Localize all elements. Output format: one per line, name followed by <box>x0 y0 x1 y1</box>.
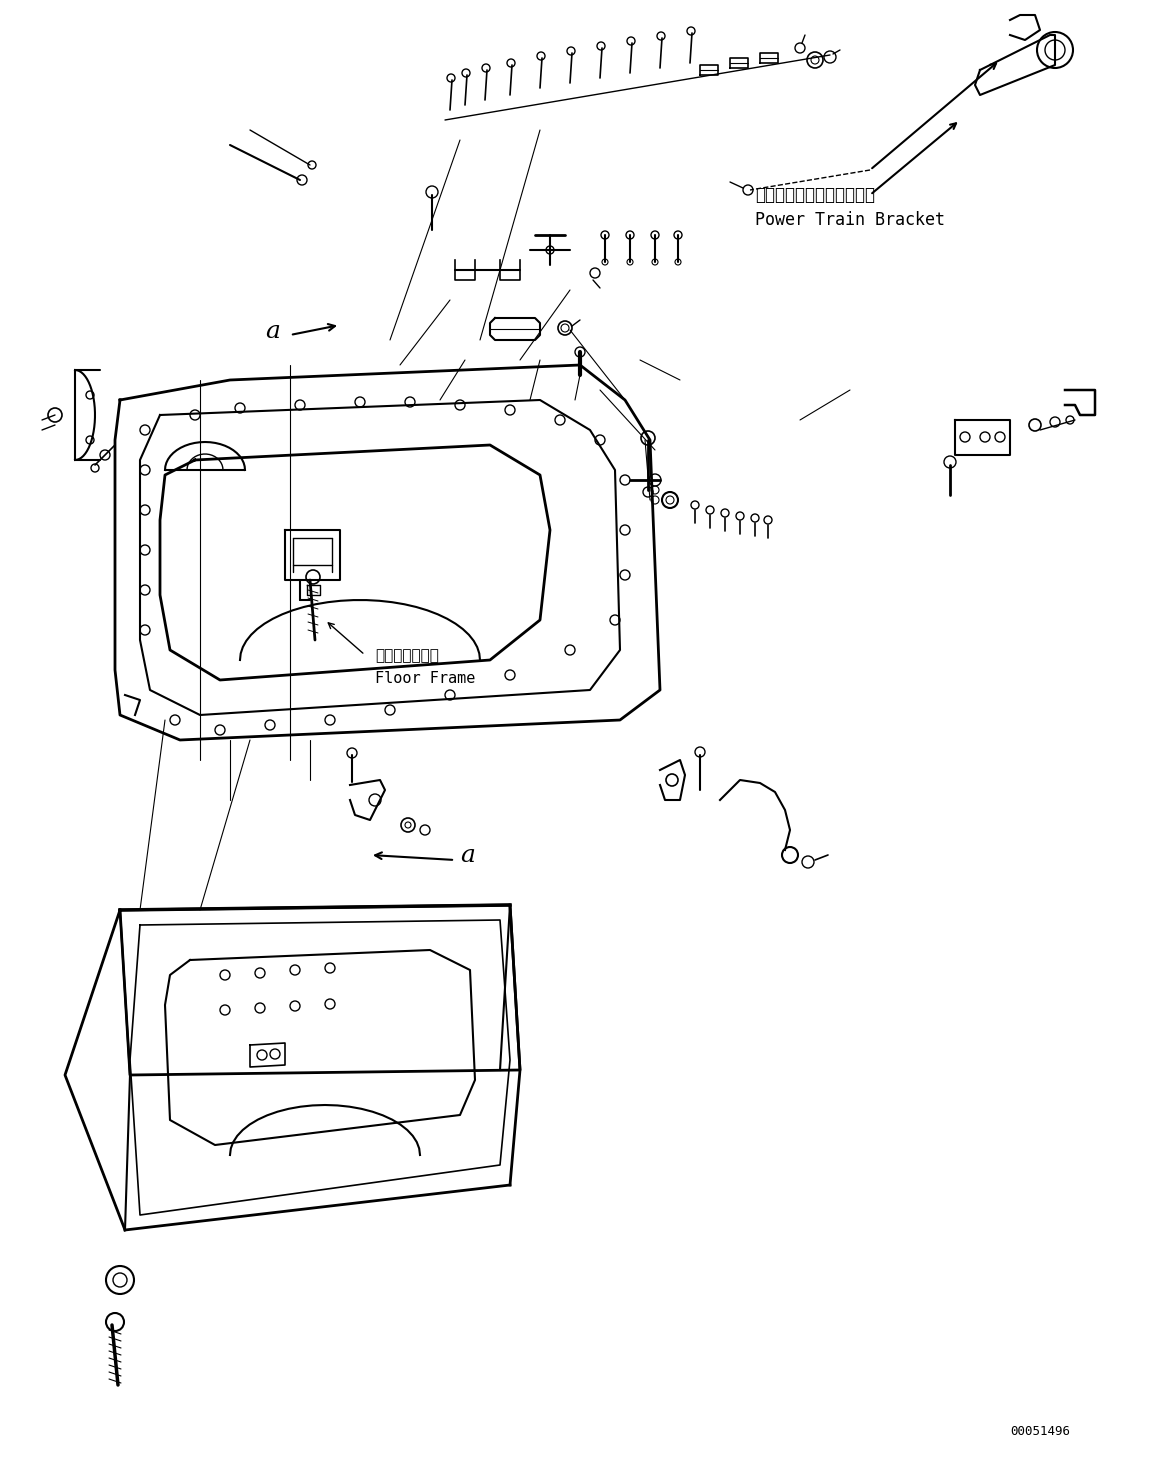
Text: Power Train Bracket: Power Train Bracket <box>755 212 945 229</box>
Text: Floor Frame: Floor Frame <box>376 671 475 686</box>
Text: a: a <box>265 320 279 343</box>
Text: 00051496: 00051496 <box>1009 1425 1070 1439</box>
Text: a: a <box>460 843 475 867</box>
Text: フロアフレーム: フロアフレーム <box>376 648 439 662</box>
Text: パワートレインブラケット: パワートレインブラケット <box>755 185 875 204</box>
